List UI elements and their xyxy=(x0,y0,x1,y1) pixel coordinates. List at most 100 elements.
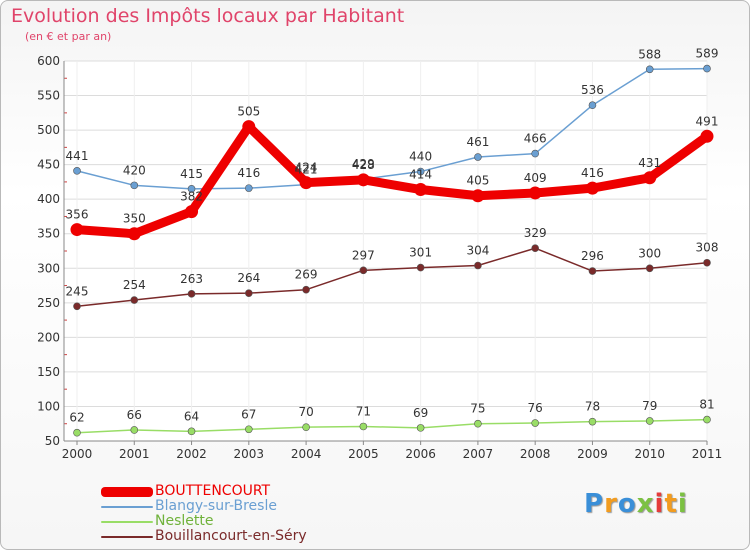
data-point xyxy=(302,285,310,294)
legend-label: Blangy-sur-Bresle xyxy=(155,498,277,514)
data-point xyxy=(187,290,196,298)
data-label: 269 xyxy=(295,268,318,282)
data-label: 405 xyxy=(466,174,489,188)
data-point xyxy=(130,181,139,190)
y-tick-label: 50 xyxy=(45,434,60,448)
data-point xyxy=(416,167,425,176)
data-point xyxy=(245,289,253,297)
data-point xyxy=(187,185,196,193)
data-point xyxy=(127,227,141,241)
data-label: 589 xyxy=(696,47,719,61)
data-label: 350 xyxy=(123,212,146,226)
legend-swatch-bouillancourt xyxy=(101,536,153,538)
data-label: 301 xyxy=(409,246,432,260)
data-label: 71 xyxy=(356,404,371,418)
data-label: 421 xyxy=(295,163,318,177)
series-line xyxy=(76,247,708,308)
chart-title: Evolution des Impôts locaux par Habitant xyxy=(11,5,405,27)
y-tick-label: 150 xyxy=(37,365,60,379)
logo-letter: x xyxy=(636,489,655,519)
plot-area xyxy=(64,61,707,441)
data-point xyxy=(299,176,313,190)
data-point xyxy=(73,167,81,175)
data-point xyxy=(645,417,654,425)
data-point xyxy=(359,266,368,275)
data-point xyxy=(703,64,711,73)
data-label: 536 xyxy=(581,83,604,97)
x-tick-label: 2004 xyxy=(291,447,322,461)
data-point xyxy=(531,149,539,158)
data-point xyxy=(414,183,428,197)
data-label: 62 xyxy=(69,411,84,425)
y-tick-label: 300 xyxy=(37,261,60,275)
data-point xyxy=(302,423,310,431)
data-label: 245 xyxy=(66,284,89,298)
y-tick-label: 100 xyxy=(37,399,60,413)
data-point xyxy=(645,65,654,74)
x-tick-label: 2000 xyxy=(62,447,93,461)
y-tick-label: 600 xyxy=(37,54,60,68)
logo-letter: i xyxy=(677,489,688,519)
data-label: 429 xyxy=(352,157,375,171)
data-label: 76 xyxy=(528,401,543,415)
proxiti-logo: Proxiti xyxy=(584,489,688,519)
legend-label: Neslette xyxy=(155,513,214,529)
data-point xyxy=(359,422,368,431)
data-point xyxy=(588,417,597,426)
data-label: 66 xyxy=(127,408,142,422)
data-label: 414 xyxy=(409,168,432,182)
data-label: 75 xyxy=(470,402,485,416)
data-label: 491 xyxy=(696,114,719,128)
data-label: 78 xyxy=(585,400,600,414)
legend-label: BOUTTENCOURT xyxy=(155,483,271,499)
legend-label: Bouillancourt-en-Séry xyxy=(155,528,307,544)
data-label: 588 xyxy=(638,47,661,61)
chart-subtitle: (en € et par an) xyxy=(25,30,112,43)
data-label: 67 xyxy=(241,407,256,421)
data-label: 329 xyxy=(524,226,547,240)
data-point xyxy=(73,302,81,311)
logo-letter: t xyxy=(664,489,678,519)
data-label: 409 xyxy=(524,171,547,185)
data-label: 69 xyxy=(413,406,428,420)
data-point xyxy=(416,263,425,272)
y-tick-label: 350 xyxy=(37,227,60,241)
legend-swatch-blangy xyxy=(101,506,153,508)
data-point xyxy=(531,419,539,427)
data-point xyxy=(73,428,81,437)
logo-letter: o xyxy=(617,489,637,519)
data-label: 431 xyxy=(638,156,661,170)
data-label: 461 xyxy=(466,135,489,149)
x-tick-label: 2011 xyxy=(692,447,723,461)
x-tick-label: 2009 xyxy=(577,447,608,461)
data-point xyxy=(588,267,597,275)
legend-swatch-neslette xyxy=(101,521,153,523)
data-label: 440 xyxy=(409,150,432,164)
data-point xyxy=(474,261,482,270)
data-label: 441 xyxy=(66,149,89,163)
data-label: 79 xyxy=(642,399,657,413)
data-point xyxy=(130,426,139,434)
data-label: 356 xyxy=(66,208,89,222)
data-point xyxy=(588,101,597,110)
data-point xyxy=(356,173,370,187)
data-point xyxy=(245,184,253,192)
x-tick-label: 2008 xyxy=(520,447,551,461)
logo-letter: r xyxy=(604,489,618,519)
series-line xyxy=(72,122,712,239)
series-line xyxy=(76,418,708,434)
data-point xyxy=(703,258,711,267)
x-tick-label: 2003 xyxy=(234,447,265,461)
logo-letter: i xyxy=(654,489,665,519)
y-tick-label: 500 xyxy=(37,123,60,137)
data-label: 304 xyxy=(466,244,489,258)
legend-swatch-bouttencourt xyxy=(101,487,153,497)
y-tick-label: 250 xyxy=(37,296,60,310)
data-label: 296 xyxy=(581,249,604,263)
data-point xyxy=(474,153,482,161)
data-point xyxy=(187,427,196,436)
data-point xyxy=(471,189,485,203)
data-point xyxy=(700,129,714,143)
